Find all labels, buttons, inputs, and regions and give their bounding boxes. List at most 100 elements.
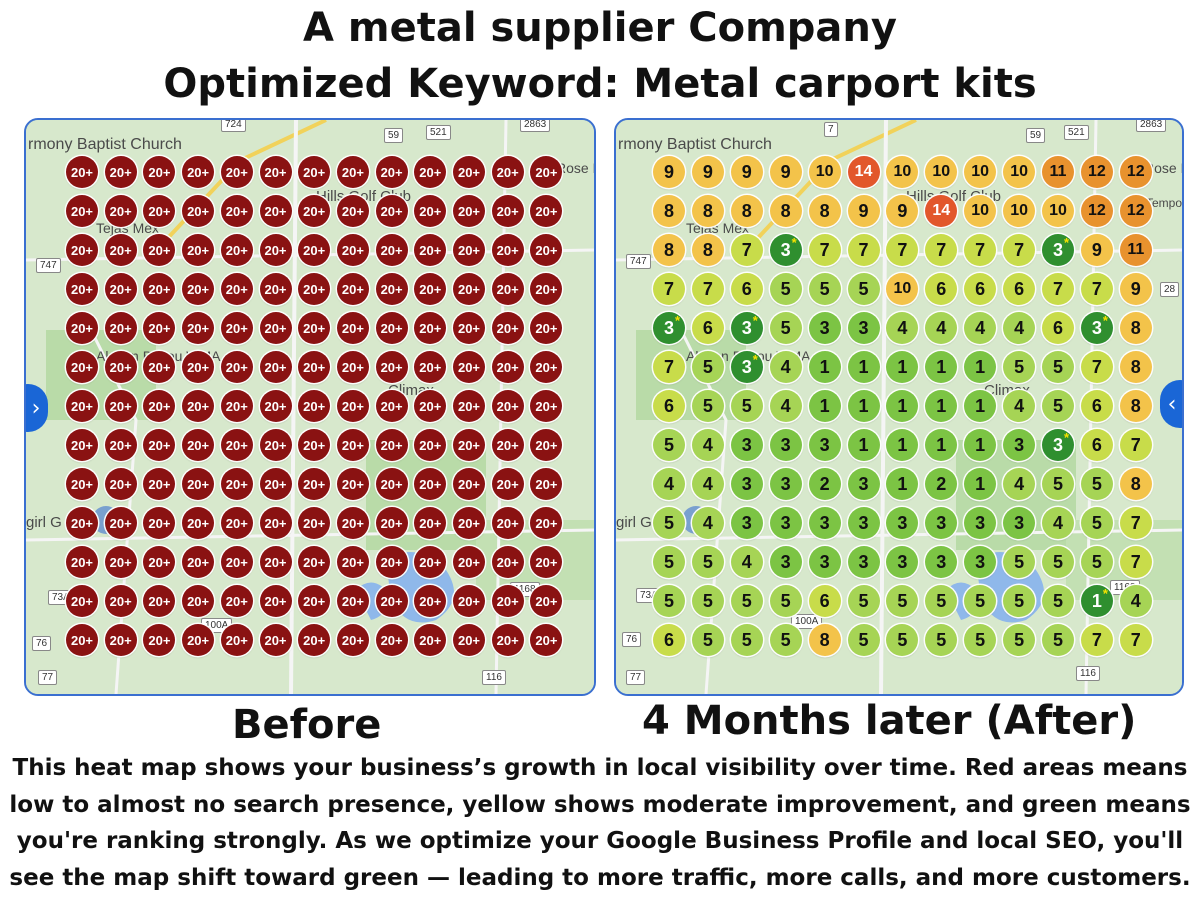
- rank-marker[interactable]: 20+: [220, 234, 253, 266]
- rank-marker[interactable]: 20+: [336, 351, 369, 383]
- rank-marker[interactable]: 1: [964, 429, 997, 461]
- rank-marker[interactable]: 20+: [182, 156, 215, 188]
- rank-marker[interactable]: 20+: [453, 468, 485, 500]
- rank-marker[interactable]: 20+: [220, 624, 253, 656]
- rank-marker[interactable]: 20+: [220, 156, 253, 188]
- rank-marker[interactable]: 4: [925, 312, 958, 344]
- rank-marker[interactable]: 20+: [259, 624, 292, 656]
- rank-marker[interactable]: 20+: [414, 351, 447, 383]
- rank-marker[interactable]: 20+: [104, 624, 137, 656]
- rank-marker[interactable]: 12: [1080, 195, 1113, 227]
- rank-marker[interactable]: 5: [925, 585, 958, 617]
- rank-marker[interactable]: 20+: [336, 429, 369, 461]
- rank-marker[interactable]: 20+: [375, 312, 408, 344]
- rank-marker[interactable]: 20+: [66, 585, 98, 617]
- rank-marker[interactable]: 6: [964, 273, 997, 305]
- rank-marker[interactable]: 20+: [259, 507, 292, 539]
- rank-marker[interactable]: 3: [730, 312, 763, 344]
- rank-marker[interactable]: 20+: [375, 156, 408, 188]
- rank-marker[interactable]: 20+: [143, 507, 176, 539]
- rank-marker[interactable]: 3: [730, 351, 763, 383]
- rank-marker[interactable]: 5: [653, 507, 685, 539]
- rank-marker[interactable]: 20+: [298, 429, 331, 461]
- rank-marker[interactable]: 8: [1119, 468, 1152, 500]
- rank-marker[interactable]: 3: [1042, 234, 1074, 266]
- rank-marker[interactable]: 20+: [259, 273, 292, 305]
- rank-marker[interactable]: 4: [691, 429, 724, 461]
- rank-marker[interactable]: 7: [1119, 429, 1152, 461]
- rank-marker[interactable]: 3: [808, 507, 841, 539]
- rank-marker[interactable]: 7: [1042, 273, 1074, 305]
- rank-marker[interactable]: 5: [808, 273, 841, 305]
- rank-marker[interactable]: 3: [769, 546, 802, 578]
- rank-marker[interactable]: 9: [1080, 234, 1113, 266]
- rank-marker[interactable]: 5: [691, 351, 724, 383]
- rank-marker[interactable]: 1: [1080, 585, 1113, 617]
- rank-marker[interactable]: 20+: [220, 195, 253, 227]
- rank-marker[interactable]: 5: [1042, 624, 1074, 656]
- rank-marker[interactable]: 8: [653, 234, 685, 266]
- rank-marker[interactable]: 20+: [298, 351, 331, 383]
- rank-marker[interactable]: 4: [769, 390, 802, 422]
- rank-marker[interactable]: 5: [1003, 585, 1036, 617]
- rank-marker[interactable]: 20+: [104, 234, 137, 266]
- rank-marker[interactable]: 20+: [491, 546, 524, 578]
- rank-marker[interactable]: 6: [1080, 390, 1113, 422]
- rank-marker[interactable]: 8: [808, 624, 841, 656]
- rank-marker[interactable]: 20+: [530, 507, 563, 539]
- rank-marker[interactable]: 20+: [220, 312, 253, 344]
- rank-marker[interactable]: 20+: [259, 312, 292, 344]
- rank-marker[interactable]: 1: [808, 390, 841, 422]
- rank-marker[interactable]: 20+: [182, 312, 215, 344]
- rank-marker[interactable]: 1: [886, 390, 919, 422]
- rank-marker[interactable]: 20+: [453, 546, 485, 578]
- rank-marker[interactable]: 8: [691, 195, 724, 227]
- rank-marker[interactable]: 6: [1042, 312, 1074, 344]
- rank-marker[interactable]: 20+: [453, 156, 485, 188]
- rank-marker[interactable]: 3: [964, 546, 997, 578]
- rank-marker[interactable]: 20+: [104, 585, 137, 617]
- rank-marker[interactable]: 20+: [259, 468, 292, 500]
- rank-marker[interactable]: 20+: [259, 195, 292, 227]
- rank-marker[interactable]: 20+: [336, 195, 369, 227]
- rank-marker[interactable]: 20+: [491, 156, 524, 188]
- rank-marker[interactable]: 20+: [143, 390, 176, 422]
- rank-marker[interactable]: 5: [730, 390, 763, 422]
- rank-marker[interactable]: 20+: [298, 195, 331, 227]
- rank-marker[interactable]: 1: [964, 468, 997, 500]
- rank-marker[interactable]: 3: [730, 429, 763, 461]
- rank-marker[interactable]: 20+: [182, 390, 215, 422]
- rank-marker[interactable]: 3: [925, 507, 958, 539]
- rank-marker[interactable]: 1: [964, 390, 997, 422]
- rank-marker[interactable]: 5: [1003, 351, 1036, 383]
- rank-marker[interactable]: 20+: [66, 468, 98, 500]
- rank-marker[interactable]: 10: [964, 156, 997, 188]
- rank-marker[interactable]: 3: [925, 546, 958, 578]
- rank-marker[interactable]: 20+: [143, 429, 176, 461]
- rank-marker[interactable]: 3: [808, 546, 841, 578]
- rank-marker[interactable]: 1: [847, 390, 880, 422]
- rank-marker[interactable]: 4: [1119, 585, 1152, 617]
- rank-marker[interactable]: 3: [653, 312, 685, 344]
- rank-marker[interactable]: 3: [1080, 312, 1113, 344]
- rank-marker[interactable]: 1: [925, 351, 958, 383]
- rank-marker[interactable]: 20+: [259, 351, 292, 383]
- rank-marker[interactable]: 8: [1119, 312, 1152, 344]
- rank-marker[interactable]: 20+: [220, 429, 253, 461]
- rank-marker[interactable]: 9: [653, 156, 685, 188]
- rank-marker[interactable]: 20+: [220, 585, 253, 617]
- rank-marker[interactable]: 20+: [375, 546, 408, 578]
- rank-marker[interactable]: 1: [847, 351, 880, 383]
- rank-marker[interactable]: 20+: [530, 546, 563, 578]
- rank-marker[interactable]: 20+: [104, 195, 137, 227]
- rank-marker[interactable]: 20+: [336, 624, 369, 656]
- rank-marker[interactable]: 10: [886, 156, 919, 188]
- rank-marker[interactable]: 20+: [414, 390, 447, 422]
- rank-marker[interactable]: 7: [691, 273, 724, 305]
- rank-marker[interactable]: 20+: [143, 585, 176, 617]
- rank-marker[interactable]: 5: [1003, 624, 1036, 656]
- rank-marker[interactable]: 10: [1042, 195, 1074, 227]
- rank-marker[interactable]: 7: [1080, 273, 1113, 305]
- rank-marker[interactable]: 20+: [530, 468, 563, 500]
- map-after[interactable]: rmony Baptist Church Hills Golf Club Tej…: [614, 118, 1184, 696]
